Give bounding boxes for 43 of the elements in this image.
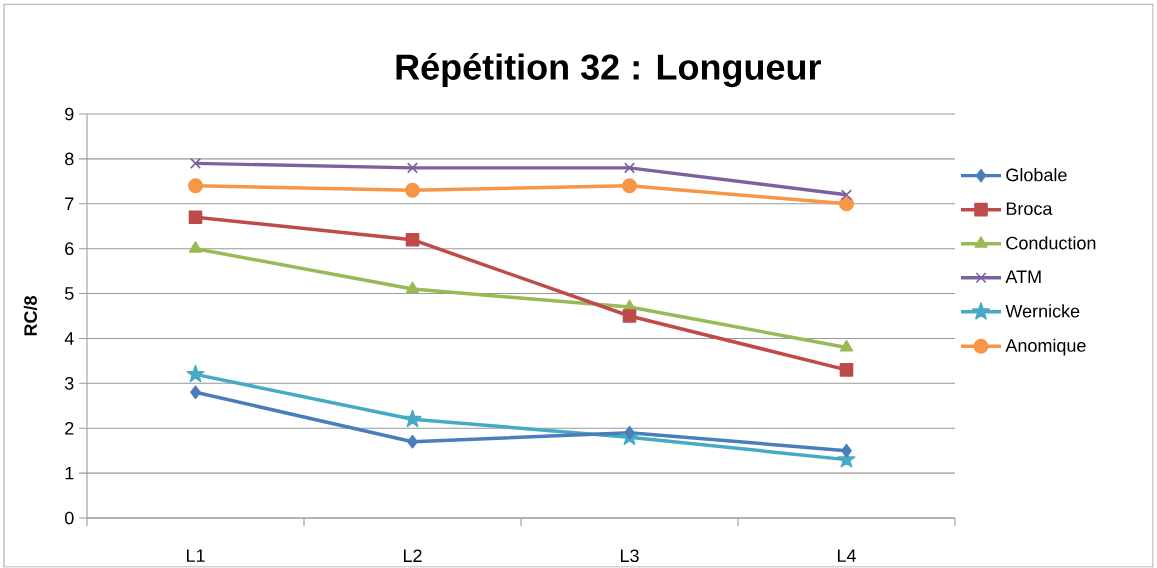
point — [405, 281, 420, 294]
point — [839, 196, 854, 212]
point — [623, 162, 636, 174]
chart-title: Répétition 32 : Longueur — [396, 53, 821, 88]
point — [188, 210, 203, 225]
legend-label: Conduction — [1006, 236, 1096, 250]
point — [190, 385, 201, 400]
x-tick-label: L3 — [620, 549, 639, 563]
legend-label: Broca — [1006, 202, 1053, 216]
y-tick-label: 0 — [64, 511, 74, 525]
x-tick-label: L2 — [403, 549, 422, 563]
y-tick-label: 3 — [64, 377, 74, 390]
legend-label: Anomique — [1005, 338, 1086, 356]
point — [407, 435, 418, 449]
y-tick-label: 6 — [65, 242, 74, 256]
point — [841, 444, 852, 458]
x-tick-label: L1 — [186, 549, 205, 562]
point — [840, 189, 853, 201]
point — [406, 162, 419, 174]
y-tick-label: 8 — [65, 152, 74, 166]
y-tick-label: 9 — [65, 107, 74, 121]
legend-label: ATM — [1005, 270, 1041, 284]
point — [405, 183, 420, 199]
point — [405, 233, 420, 247]
point — [839, 363, 854, 377]
point — [622, 178, 637, 194]
legend-label: Globale — [1006, 168, 1067, 182]
y-tick-label: 2 — [65, 422, 74, 435]
point — [839, 340, 854, 352]
point — [188, 241, 203, 254]
point — [188, 178, 203, 194]
legend-label: Wernicke — [1005, 304, 1080, 318]
y-tick-label: 4 — [64, 332, 74, 345]
point — [186, 365, 205, 383]
point — [189, 158, 202, 170]
point — [622, 309, 637, 324]
x-tick-label: L4 — [837, 549, 856, 562]
y-tick-label: 1 — [65, 467, 74, 480]
point — [624, 426, 635, 440]
point — [403, 410, 422, 428]
y-axis-title: RC/8 — [23, 296, 38, 336]
y-tick-label: 5 — [64, 287, 74, 301]
y-tick-label: 7 — [65, 197, 74, 211]
